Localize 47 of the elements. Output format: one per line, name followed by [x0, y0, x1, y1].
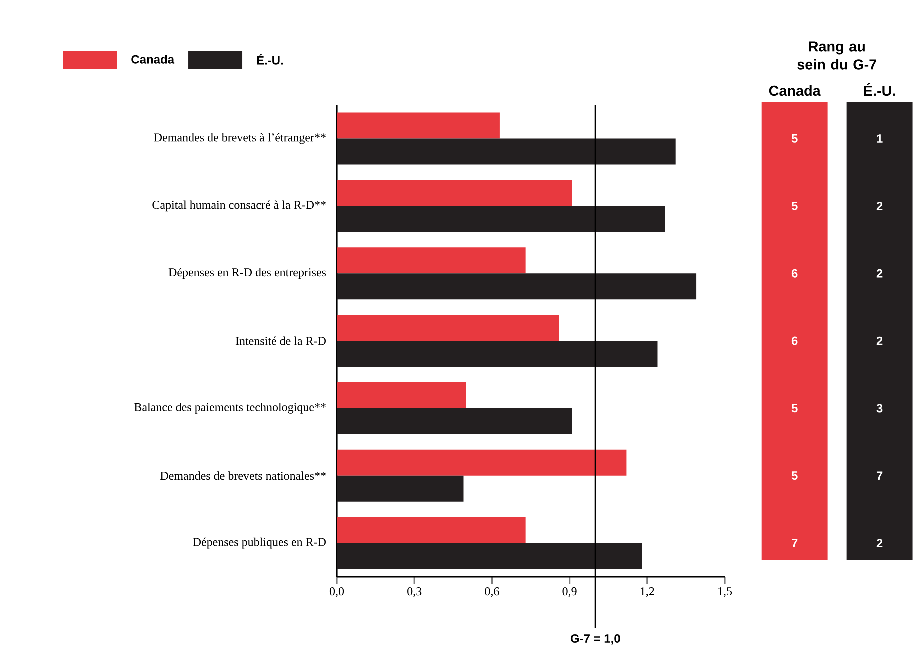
bar [337, 341, 658, 367]
y-tick-label: Demandes de brevets à l’étranger** [154, 133, 326, 144]
x-tick-label: 0,6 [485, 588, 500, 598]
x-tick-label: 0,3 [408, 588, 422, 598]
text: 6 [792, 269, 798, 278]
x-tick-label: 0,0 [330, 588, 344, 598]
legend-label: Canada [132, 55, 175, 64]
bar [337, 206, 666, 232]
text: Rang au sein du G-7 [798, 42, 876, 70]
bar [337, 180, 572, 206]
ref-line-label: G-7 = 1,0 [570, 634, 620, 645]
y-tick-label: Capital humain consacré à la R-D** [152, 200, 326, 212]
y-tick-label: Demandes de brevets nationales** [160, 472, 326, 480]
bar [337, 408, 572, 434]
text: 5 [792, 202, 798, 210]
text: 5 [792, 404, 798, 413]
x-tick-label: 1,5 [718, 588, 732, 598]
bar [337, 315, 560, 341]
x-tick-label: 0,9 [562, 588, 577, 598]
text: 7 [792, 539, 798, 548]
text: 5 [792, 472, 798, 480]
text: 5 [792, 134, 798, 143]
text: 1 [877, 134, 883, 143]
bar [337, 517, 526, 544]
bar [337, 274, 697, 300]
text: 7 [876, 472, 883, 480]
bar [337, 382, 466, 408]
text: 2 [876, 336, 883, 346]
text: 2 [876, 202, 883, 210]
y-tick-label: Intensité de la R-D [236, 336, 326, 346]
text: 2 [876, 269, 883, 278]
y-tick-label: Dépenses publiques en R-D [193, 538, 326, 549]
text: 2 [876, 539, 883, 548]
text: 3 [876, 404, 883, 413]
text: É.-U. [864, 83, 896, 96]
bar [337, 112, 500, 139]
bar [337, 138, 676, 165]
bar [337, 450, 627, 476]
y-tick-label: Balance des paiements technologique** [134, 402, 326, 414]
text: 6 [792, 336, 798, 346]
text: Canada [769, 86, 821, 96]
legend-label: É.-U. [257, 54, 284, 65]
bar [337, 476, 464, 502]
bar [337, 543, 642, 570]
bar [337, 248, 526, 274]
y-tick-label: Dépenses en R-D des entreprises [168, 268, 326, 280]
x-tick-label: 1,2 [640, 588, 654, 598]
